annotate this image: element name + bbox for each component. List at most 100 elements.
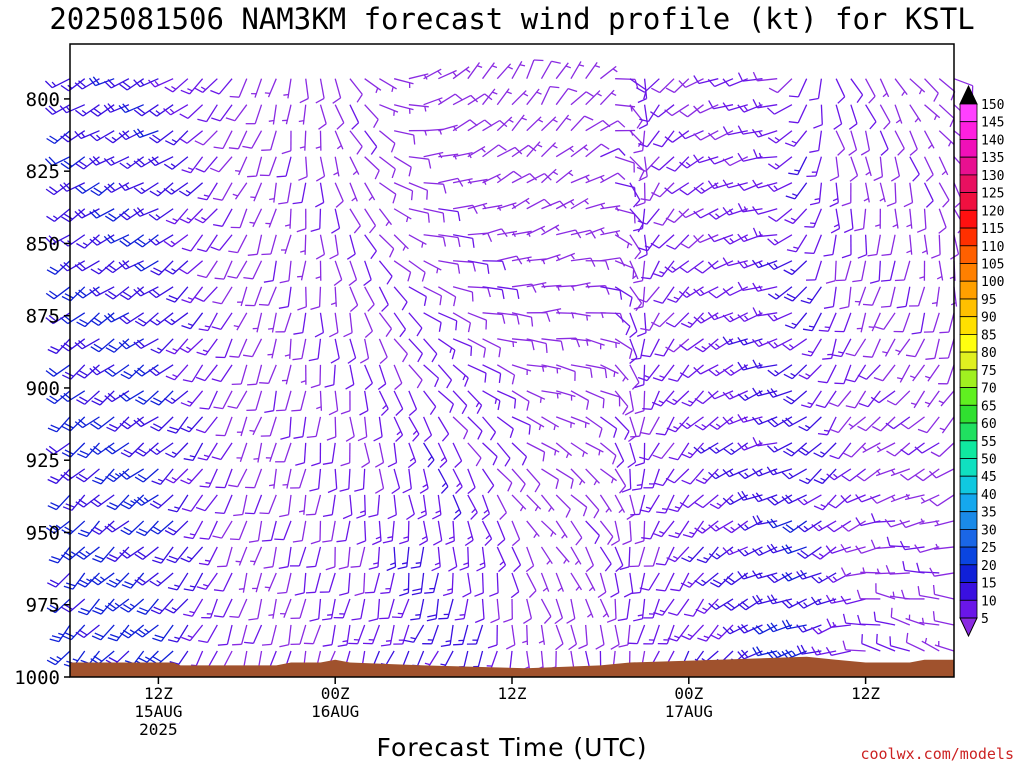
wind-barb-feather [681,557,691,563]
wind-barb [829,442,852,460]
wind-barb-staff [287,78,292,99]
wind-barb-staff [300,390,307,411]
wind-barb-feather [379,356,388,364]
colorbar-label: 20 [981,559,997,574]
wind-barb-staff [890,234,896,255]
wind-barb [75,104,100,117]
wind-barb-staff [388,598,395,619]
wind-barb-feather [637,98,647,104]
wind-barb-feather [242,145,252,149]
wind-barb [393,208,412,223]
wind-barb [289,546,307,567]
wind-barb-staff [364,182,376,201]
wind-barb [767,416,793,428]
wind-barb-feather [90,346,100,353]
wind-barb-staff [423,97,443,106]
wind-barb [163,104,189,116]
wind-barb-feather [78,340,87,348]
wind-barb-feather [149,528,159,535]
wind-barb-staff [496,494,507,513]
wind-barb [526,442,546,462]
wind-barb [823,234,837,257]
wind-barb-staff [496,468,513,484]
wind-barb-staff [171,390,189,405]
wind-barb-staff [649,260,660,279]
colorbar-segment [959,298,978,318]
wind-barb-staff [438,286,456,298]
wind-barb-staff [287,494,292,515]
wind-barb-feather [163,240,173,248]
wind-barb-half-feather [774,293,780,298]
wind-barb-staff [938,130,955,145]
wind-barb [722,207,748,216]
wind-barb-half-feather [393,110,395,116]
wind-barb-feather [79,450,89,456]
wind-barb [541,442,560,456]
wind-barb-feather [693,105,701,114]
wind-barb [432,520,443,546]
wind-barb-feather [79,579,89,585]
wind-barb-feather [426,618,437,622]
wind-barb-staff [871,286,881,306]
wind-barb-staff [303,494,307,515]
wind-barb [467,146,486,158]
wind-barb-feather [195,167,205,173]
wind-barb-staff [218,78,233,95]
wind-barb [332,78,342,104]
wind-barb-feather [917,586,921,596]
wind-barb [243,338,263,358]
wind-barb-staff [570,174,590,184]
wind-barb-half-feather [758,102,762,108]
wind-barb-feather [61,606,70,613]
wind-barb-staff [437,390,454,405]
wind-barb-staff [824,390,837,408]
wind-barb [181,286,204,304]
wind-barb-staff [850,78,864,96]
wind-barb-staff [629,338,638,358]
wind-barb-staff [453,260,474,263]
wind-barb-staff [909,182,914,203]
wind-barb [292,182,307,205]
wind-barb-feather [123,370,133,377]
wind-barb-staff [773,338,793,349]
wind-barb-feather [122,237,131,245]
wind-barb-feather [233,513,243,517]
wind-barb-feather [167,429,177,434]
wind-barb-feather [401,301,408,311]
wind-barb-feather [710,634,720,640]
wind-barb-staff [652,624,660,645]
wind-barb-half-feather [935,543,939,550]
wind-barb-feather [76,399,86,405]
wind-barb-staff [585,119,604,132]
wind-barb-staff [919,546,940,554]
wind-barb-half-feather [538,640,545,644]
wind-barb-staff [526,546,535,566]
wind-barb [77,598,100,616]
wind-barb-feather [75,163,84,170]
wind-barb-feather [133,208,141,217]
wind-barb-half-feather [189,533,196,536]
wind-barb [148,156,174,167]
wind-barb [46,130,71,145]
wind-barb-staff [629,312,638,332]
wind-barb-feather [370,250,377,260]
wind-barb-feather [543,616,552,624]
wind-barb-staff [815,156,823,177]
wind-barb [49,624,71,643]
wind-barb-staff [110,156,130,166]
wind-barb [766,622,793,633]
wind-barb [279,494,292,518]
wind-barb-feather [196,586,207,591]
wind-barb-feather [213,146,224,150]
wind-barb-feather [119,213,128,221]
wind-barb [151,468,174,486]
wind-barb-half-feather [636,484,643,487]
wind-barb-feather [484,538,493,546]
wind-barb [194,286,218,302]
wind-barb-staff [83,546,100,560]
wind-barb [163,312,189,326]
wind-barb-staff [920,494,940,504]
wind-barb [639,104,660,123]
wind-barb-feather [261,539,272,542]
wind-barb-staff [744,312,763,322]
